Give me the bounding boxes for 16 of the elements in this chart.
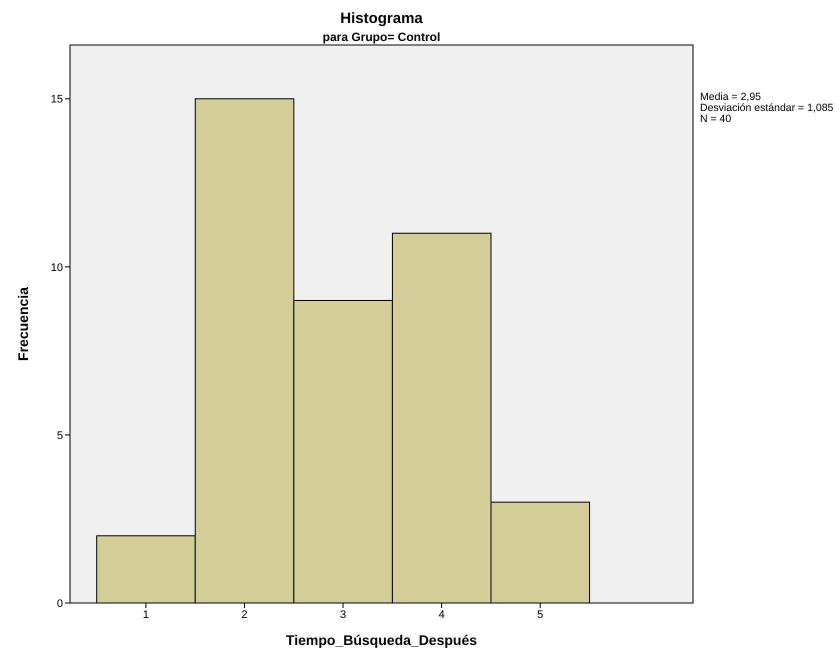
- x-tick-label: 4: [438, 608, 445, 621]
- x-tick-label: 3: [340, 608, 346, 621]
- text: N = 40: [700, 113, 732, 125]
- y-tick-label: 10: [50, 262, 63, 274]
- x-axis-title: Tiempo_Búsqueda_Después: [284, 632, 478, 648]
- text: Desviación estándar = 1,085: [700, 102, 834, 114]
- text: Media = 2,95: [700, 91, 762, 103]
- chart-subtitle: para Grupo= Control: [322, 30, 442, 44]
- y-axis-title: Frecuencia: [15, 286, 31, 360]
- y-tick-label: 0: [56, 598, 63, 610]
- x-tick-label: 1: [142, 608, 149, 621]
- x-tick-label: 2: [241, 608, 248, 621]
- chart-title: Histograma: [339, 10, 424, 27]
- x-tick-label: 5: [537, 608, 544, 621]
- y-tick-label: 15: [50, 94, 63, 106]
- y-tick-label: 5: [56, 430, 63, 442]
